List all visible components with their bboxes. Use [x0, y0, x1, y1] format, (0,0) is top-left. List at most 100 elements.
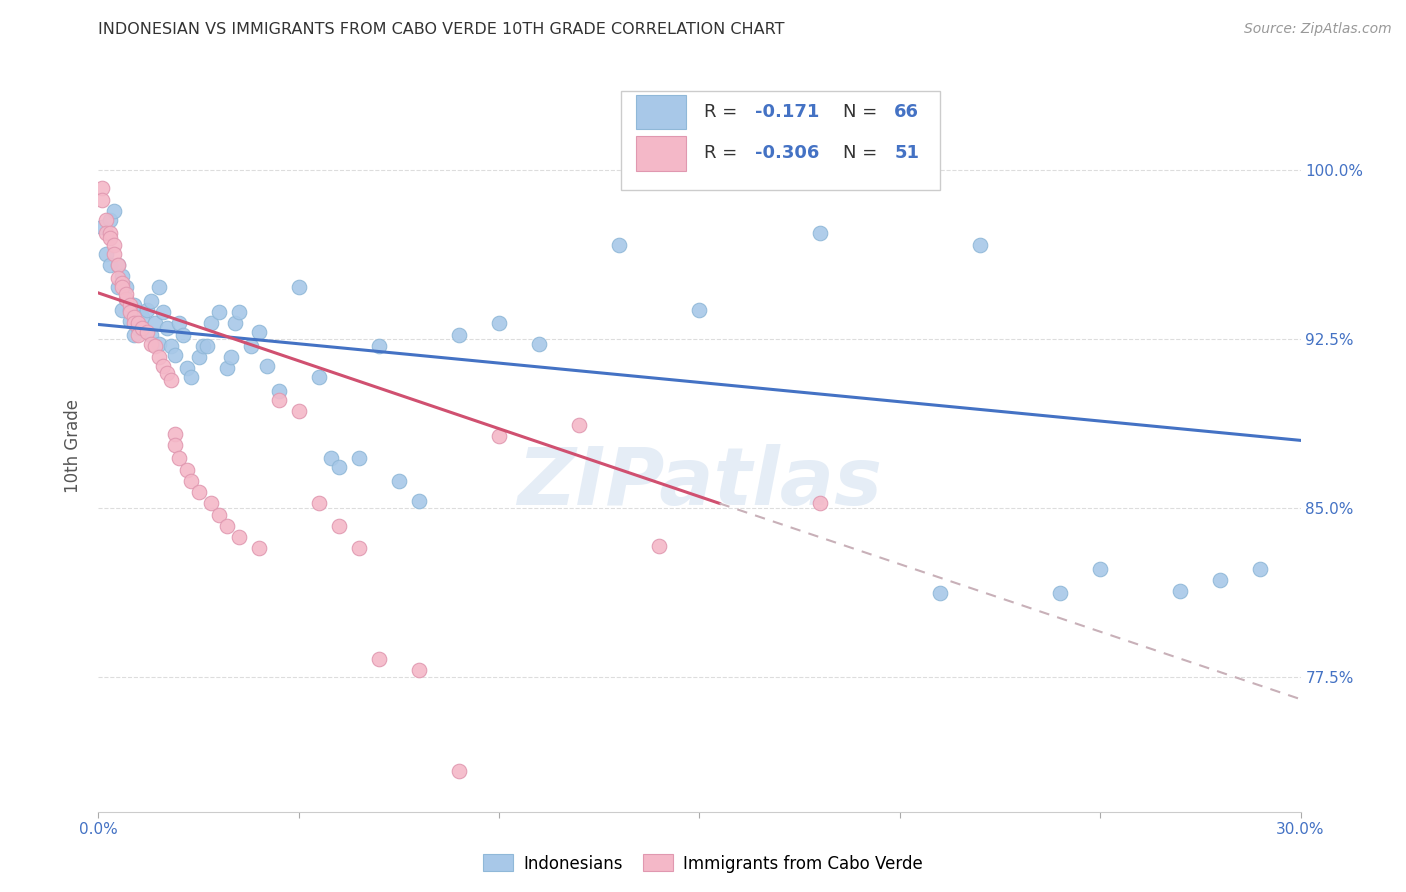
- Point: [163, 426, 186, 441]
- Point: [96, 212, 118, 227]
- Point: [135, 326, 157, 340]
- Point: [180, 370, 202, 384]
- Point: [91, 219, 114, 234]
- Point: [1170, 584, 1192, 599]
- Point: [408, 494, 430, 508]
- Point: [208, 305, 231, 319]
- Point: [368, 651, 391, 665]
- Point: [176, 361, 198, 376]
- Point: [111, 269, 134, 284]
- Text: -0.171: -0.171: [755, 103, 820, 120]
- Point: [247, 326, 270, 340]
- Point: [267, 392, 290, 407]
- Text: ZIPatlas: ZIPatlas: [517, 443, 882, 522]
- Point: [347, 451, 370, 466]
- Point: [120, 298, 142, 312]
- Point: [200, 496, 222, 510]
- Point: [1088, 562, 1111, 576]
- Text: N =: N =: [842, 103, 883, 120]
- Point: [319, 451, 342, 466]
- Point: [124, 327, 146, 342]
- Point: [115, 292, 138, 306]
- Point: [215, 519, 238, 533]
- Point: [111, 276, 134, 290]
- Point: [308, 496, 330, 510]
- Point: [808, 227, 831, 241]
- Point: [143, 339, 166, 353]
- Point: [135, 302, 157, 317]
- Point: [488, 316, 510, 330]
- Point: [111, 280, 134, 294]
- Point: [215, 361, 238, 376]
- Point: [288, 404, 311, 418]
- Point: [1250, 562, 1272, 576]
- FancyBboxPatch shape: [636, 136, 686, 170]
- Point: [447, 764, 470, 779]
- Point: [152, 359, 174, 373]
- Point: [239, 339, 262, 353]
- Text: INDONESIAN VS IMMIGRANTS FROM CABO VERDE 10TH GRADE CORRELATION CHART: INDONESIAN VS IMMIGRANTS FROM CABO VERDE…: [98, 22, 785, 37]
- Point: [124, 298, 146, 312]
- Point: [568, 417, 591, 432]
- Point: [128, 327, 150, 342]
- Point: [200, 316, 222, 330]
- Point: [328, 460, 350, 475]
- Point: [929, 586, 952, 600]
- Point: [115, 292, 138, 306]
- Point: [609, 237, 631, 252]
- Point: [167, 316, 190, 330]
- Point: [91, 193, 114, 207]
- Point: [155, 366, 177, 380]
- Point: [347, 541, 370, 556]
- Point: [159, 373, 181, 387]
- Point: [103, 246, 125, 260]
- Text: Source: ZipAtlas.com: Source: ZipAtlas.com: [1244, 22, 1392, 37]
- FancyBboxPatch shape: [636, 95, 686, 129]
- Point: [128, 316, 150, 330]
- Point: [288, 280, 311, 294]
- Point: [103, 203, 125, 218]
- Point: [100, 227, 122, 241]
- Point: [100, 212, 122, 227]
- Point: [969, 237, 991, 252]
- Point: [167, 451, 190, 466]
- Text: N =: N =: [842, 145, 883, 162]
- Point: [139, 293, 162, 308]
- Point: [256, 359, 278, 373]
- Text: -0.306: -0.306: [755, 145, 820, 162]
- Point: [100, 258, 122, 272]
- Point: [1209, 573, 1232, 587]
- Point: [219, 350, 242, 364]
- Y-axis label: 10th Grade: 10th Grade: [65, 399, 83, 493]
- Point: [103, 237, 125, 252]
- Point: [247, 541, 270, 556]
- Point: [120, 314, 142, 328]
- Point: [139, 327, 162, 342]
- Point: [148, 350, 170, 364]
- Point: [107, 280, 129, 294]
- Point: [180, 474, 202, 488]
- Point: [111, 302, 134, 317]
- Text: R =: R =: [704, 103, 744, 120]
- Point: [328, 519, 350, 533]
- Point: [152, 305, 174, 319]
- Point: [159, 339, 181, 353]
- Point: [172, 327, 194, 342]
- Point: [120, 305, 142, 319]
- Point: [447, 327, 470, 342]
- Point: [128, 316, 150, 330]
- Point: [148, 280, 170, 294]
- Point: [124, 310, 146, 324]
- Legend: Indonesians, Immigrants from Cabo Verde: Indonesians, Immigrants from Cabo Verde: [477, 847, 929, 880]
- Point: [388, 474, 411, 488]
- Point: [163, 348, 186, 362]
- FancyBboxPatch shape: [621, 91, 939, 190]
- Point: [529, 336, 551, 351]
- Point: [187, 485, 209, 500]
- Point: [224, 316, 246, 330]
- Point: [191, 339, 214, 353]
- Point: [155, 321, 177, 335]
- Point: [368, 339, 391, 353]
- Point: [115, 280, 138, 294]
- Text: 66: 66: [894, 103, 920, 120]
